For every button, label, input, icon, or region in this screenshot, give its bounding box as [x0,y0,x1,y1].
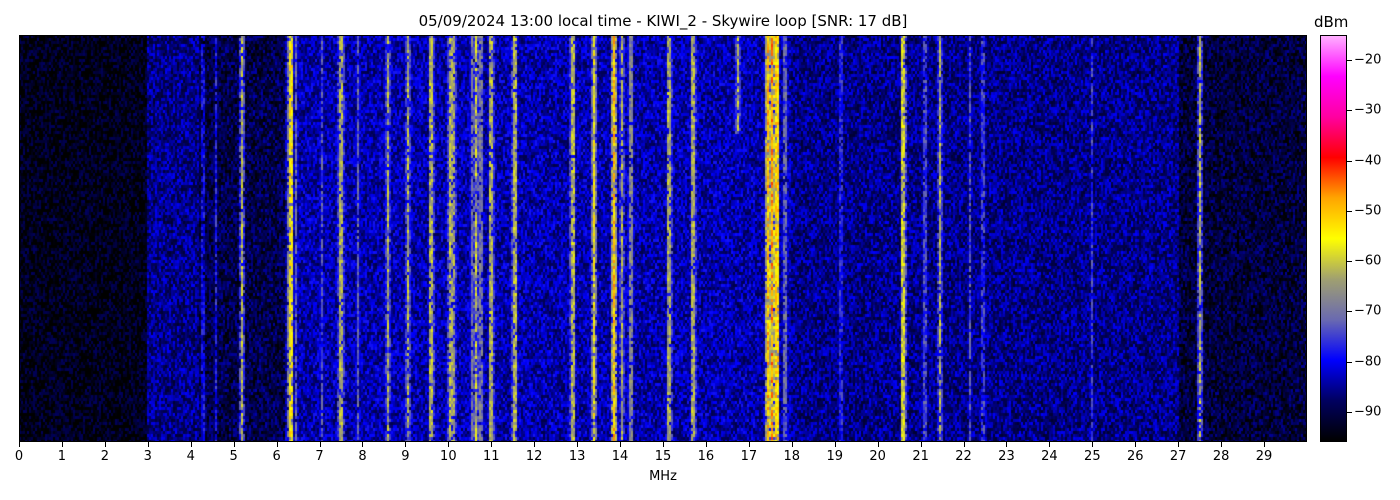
x-tick-label: 7 [315,449,324,464]
colorbar-tick-label: −90 [1354,404,1382,420]
x-tick [405,442,407,447]
x-tick [1178,442,1180,447]
x-tick-label: 27 [1169,449,1187,464]
x-tick [319,442,321,447]
x-tick-label: 23 [998,449,1015,464]
x-tick-label: 12 [525,449,543,464]
colorbar-tick [1347,110,1352,112]
x-tick [834,442,836,447]
plot-frame [19,35,1307,442]
x-tick-label: 5 [229,449,238,464]
colorbar-tick-label: −40 [1354,153,1382,169]
x-tick-label: 29 [1255,449,1273,464]
colorbar-label: dBm [1314,13,1349,31]
x-tick [748,442,750,447]
x-tick [1049,442,1051,447]
x-tick [448,442,450,447]
x-tick-label: 25 [1084,449,1101,464]
x-tick-label: 26 [1126,449,1144,464]
x-tick-label: 1 [57,449,67,464]
x-tick [276,442,278,447]
colorbar [1320,35,1347,442]
chart-title: 05/09/2024 13:00 local time - KIWI_2 - S… [418,12,908,30]
colorbar-tick [1347,411,1352,413]
colorbar-tick-label: −70 [1354,303,1382,319]
x-tick [1221,442,1223,447]
x-tick-label: 15 [654,449,672,464]
x-tick-label: 9 [401,449,410,464]
x-tick-label: 0 [14,449,24,464]
colorbar-tick-label: −50 [1354,203,1382,219]
x-tick [1092,442,1094,447]
x-axis-label: MHz [649,469,677,484]
x-tick [233,442,235,447]
x-tick-label: 21 [912,449,929,464]
x-tick-label: 18 [783,449,801,464]
x-tick [491,442,493,447]
colorbar-tick-label: −30 [1354,102,1382,118]
x-tick-label: 3 [143,449,152,464]
x-tick-label: 13 [568,449,586,464]
x-tick-label: 19 [826,449,843,464]
x-tick [663,442,664,447]
x-tick-label: 6 [272,449,281,464]
spectrogram-heatmap [19,35,1307,442]
x-tick [1135,442,1137,447]
x-tick-label: 28 [1212,449,1230,464]
x-tick [19,442,20,447]
x-tick [61,442,63,447]
x-tick [362,442,364,447]
x-tick-label: 11 [482,449,500,464]
x-tick [920,442,922,447]
colorbar-tick-label: −80 [1354,354,1382,370]
x-tick [963,442,965,447]
x-tick [1006,442,1008,447]
x-tick [705,442,707,447]
x-tick [147,442,149,447]
colorbar-tick [1347,60,1352,62]
x-tick [534,442,536,447]
colorbar-tick [1347,261,1352,263]
colorbar-tick-label: −60 [1354,253,1382,269]
x-tick-label: 4 [186,449,195,464]
x-tick-label: 10 [440,449,457,464]
colorbar-tick-label: −20 [1354,52,1382,68]
x-tick [577,442,579,447]
x-tick [620,442,622,447]
x-tick [190,442,192,447]
x-tick-label: 17 [740,449,758,464]
x-tick-label: 2 [100,449,109,464]
colorbar-tick [1347,361,1352,363]
x-tick-label: 22 [955,449,972,464]
x-tick [877,442,879,447]
x-tick-label: 16 [697,449,715,464]
x-tick-label: 24 [1041,449,1058,464]
colorbar-tick [1347,210,1352,212]
x-tick [104,442,106,447]
colorbar-tick [1347,311,1352,313]
x-tick-label: 8 [358,449,367,464]
x-tick-label: 20 [869,449,886,464]
x-tick [791,442,793,447]
x-tick [1264,442,1266,447]
x-tick-label: 14 [611,449,629,464]
colorbar-tick [1347,160,1352,162]
